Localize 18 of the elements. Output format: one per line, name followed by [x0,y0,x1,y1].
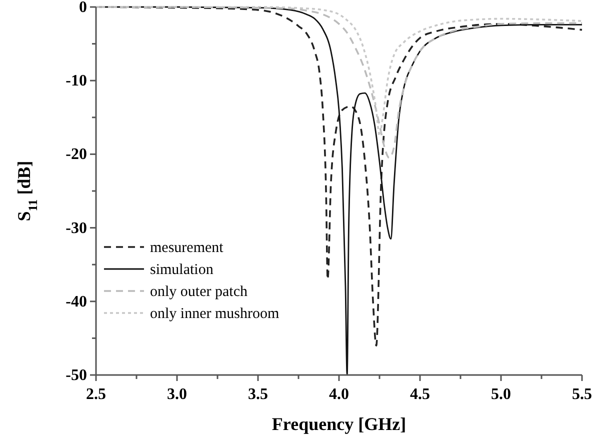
y-tick-label: -50 [66,367,87,384]
legend-label: simulation [150,262,214,278]
y-tick-label: 0 [79,0,87,16]
x-tick-label: 5.0 [491,386,511,403]
legend-label: only outer patch [150,284,248,300]
y-tick-label: -30 [66,220,87,237]
y-tick-label: -40 [66,293,87,310]
y-tick-label: -20 [66,146,87,164]
legend-label: mesurement [150,240,224,256]
x-tick-label: 4.0 [329,386,349,403]
x-tick-label: 5.5 [572,386,592,403]
legend-label: only inner mushroom [150,306,280,322]
x-tick-label: 4.5 [410,386,430,403]
x-axis-title: Frequency [GHz] [272,414,406,434]
x-tick-label: 2.5 [86,386,106,403]
y-tick-label: -10 [66,72,87,90]
x-tick-label: 3.5 [248,386,268,403]
x-tick-label: 3.0 [167,386,187,403]
